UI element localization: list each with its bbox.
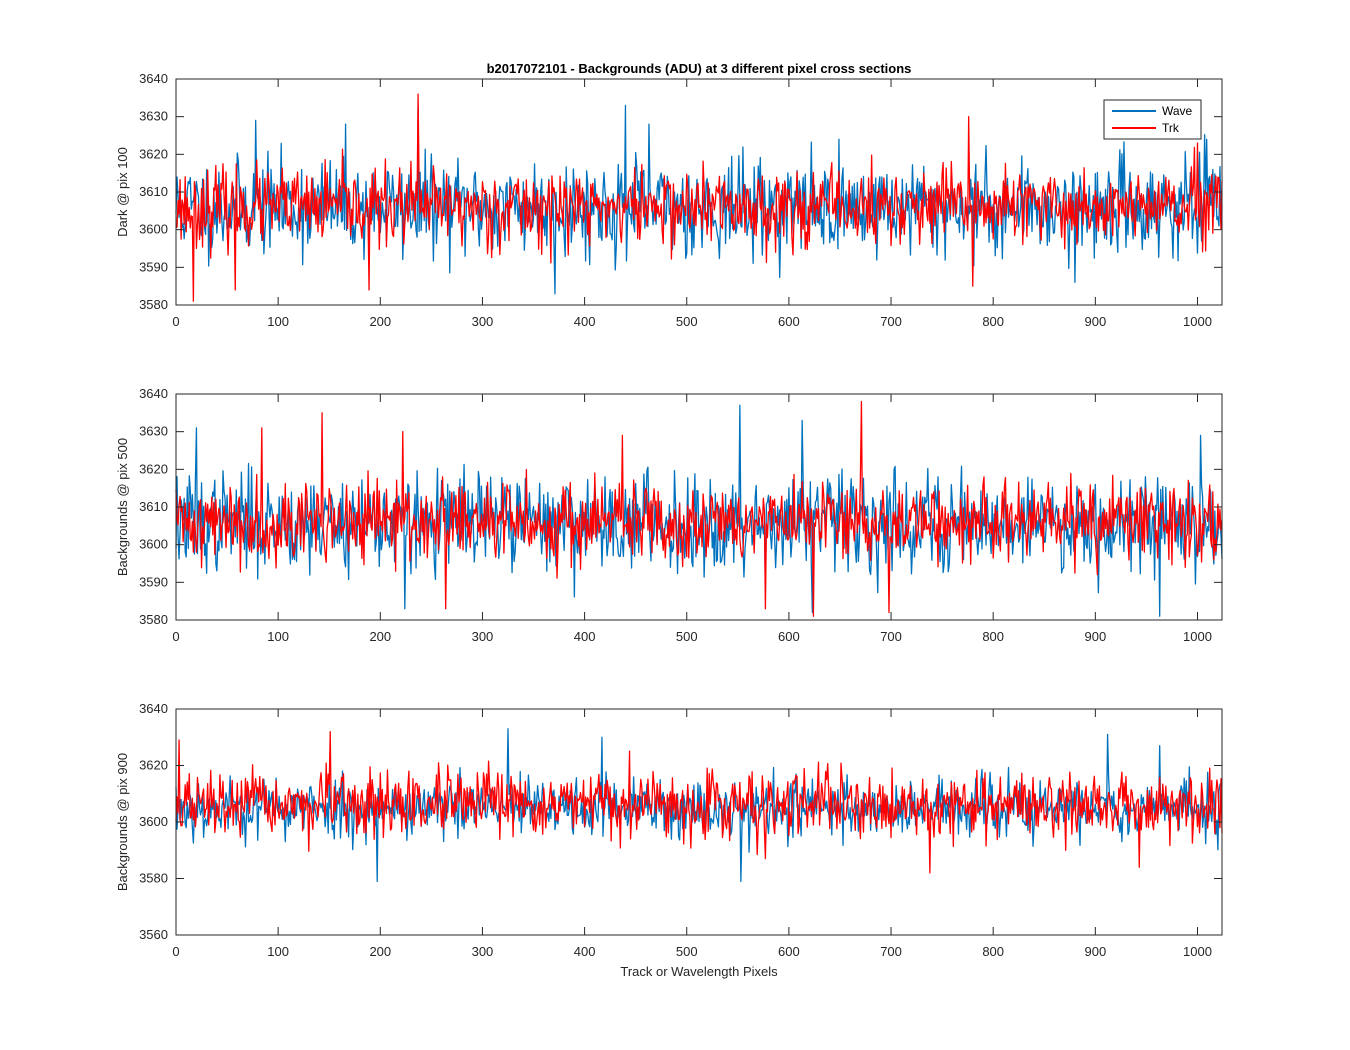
y-tick-label: 3620 <box>139 146 168 161</box>
x-tick-label: 300 <box>472 314 494 329</box>
x-tick-label: 500 <box>676 629 698 644</box>
y-tick-label: 3640 <box>139 386 168 401</box>
y-axis-label-1: Dark @ pix 100 <box>115 147 130 237</box>
legend-box <box>1103 99 1202 140</box>
series-layer-3 <box>175 728 1223 882</box>
series-line-wave-3 <box>175 728 1223 882</box>
x-tick-label: 0 <box>172 944 179 959</box>
y-tick-label: 3640 <box>139 71 168 86</box>
plot-area-1 <box>176 79 1222 305</box>
subplot-1: 0 100 200 300 400 500 600 700 800 900 1000 3580 3590… <box>115 71 1223 329</box>
x-tick-label: 200 <box>369 314 391 329</box>
y-tick-label: 3630 <box>139 109 168 124</box>
tick-layer-3: 0 100 200 300 400 500 600 700 800 900 1000 3560 3580… <box>139 701 1222 959</box>
tick-layer-2: 0 100 200 300 400 500 600 700 800 900 1000 3580 3590… <box>139 386 1222 644</box>
x-tick-label: 800 <box>982 944 1004 959</box>
series-line-trk-3 <box>175 730 1223 874</box>
subplot-3: 0 100 200 300 400 500 600 700 800 900 1000 3560 3580… <box>115 701 1223 959</box>
x-axis-label: Track or Wavelength Pixels <box>620 964 778 979</box>
y-tick-label: 3580 <box>139 871 168 886</box>
x-tick-label: 700 <box>880 314 902 329</box>
legend-label-wave: Wave <box>1162 104 1193 118</box>
x-tick-label: 900 <box>1084 944 1106 959</box>
x-tick-label: 100 <box>267 629 289 644</box>
x-tick-label: 600 <box>778 314 800 329</box>
series-layer-1 <box>175 93 1223 302</box>
x-tick-label: 500 <box>676 944 698 959</box>
x-tick-label: 0 <box>172 629 179 644</box>
x-tick-label: 700 <box>880 629 902 644</box>
y-axis-label-2: Backgrounds @ pix 500 <box>115 438 130 576</box>
y-tick-label: 3600 <box>139 814 168 829</box>
series-line-trk-1 <box>175 93 1223 302</box>
x-tick-label: 900 <box>1084 314 1106 329</box>
y-axis-label-3: Backgrounds @ pix 900 <box>115 753 130 891</box>
x-tick-label: 200 <box>369 629 391 644</box>
x-tick-label: 800 <box>982 314 1004 329</box>
legend: Wave Trk <box>1103 99 1202 140</box>
x-tick-label: 1000 <box>1183 944 1212 959</box>
x-tick-label: 100 <box>267 944 289 959</box>
x-tick-label: 400 <box>574 629 596 644</box>
y-tick-label: 3600 <box>139 537 168 552</box>
y-tick-label: 3610 <box>139 499 168 514</box>
y-tick-label: 3620 <box>139 758 168 773</box>
x-tick-label: 300 <box>472 629 494 644</box>
x-tick-label: 1000 <box>1183 629 1212 644</box>
x-tick-label: 400 <box>574 314 596 329</box>
x-tick-label: 600 <box>778 629 800 644</box>
tick-layer-1: 0 100 200 300 400 500 600 700 800 900 1000 3580 3590… <box>139 71 1222 329</box>
y-tick-label: 3640 <box>139 701 168 716</box>
x-tick-label: 700 <box>880 944 902 959</box>
x-tick-label: 400 <box>574 944 596 959</box>
x-tick-label: 800 <box>982 629 1004 644</box>
x-tick-label: 600 <box>778 944 800 959</box>
x-tick-label: 300 <box>472 944 494 959</box>
x-tick-label: 200 <box>369 944 391 959</box>
x-tick-label: 1000 <box>1183 314 1212 329</box>
y-tick-label: 3580 <box>139 612 168 627</box>
y-tick-label: 3600 <box>139 222 168 237</box>
figure-title: b2017072101 - Backgrounds (ADU) at 3 dif… <box>487 61 912 76</box>
x-tick-label: 0 <box>172 314 179 329</box>
y-tick-label: 3610 <box>139 184 168 199</box>
y-tick-label: 3620 <box>139 461 168 476</box>
y-tick-label: 3590 <box>139 259 168 274</box>
x-tick-label: 100 <box>267 314 289 329</box>
y-tick-label: 3560 <box>139 927 168 942</box>
x-tick-label: 900 <box>1084 629 1106 644</box>
y-tick-label: 3580 <box>139 297 168 312</box>
series-layer-2 <box>175 400 1223 617</box>
series-line-trk-2 <box>175 400 1223 617</box>
legend-label-trk: Trk <box>1162 121 1180 135</box>
y-tick-label: 3630 <box>139 424 168 439</box>
subplot-2: 0 100 200 300 400 500 600 700 800 900 1000 3580 3590… <box>115 386 1223 644</box>
series-line-wave-2 <box>175 404 1223 617</box>
x-tick-label: 500 <box>676 314 698 329</box>
y-tick-label: 3590 <box>139 574 168 589</box>
